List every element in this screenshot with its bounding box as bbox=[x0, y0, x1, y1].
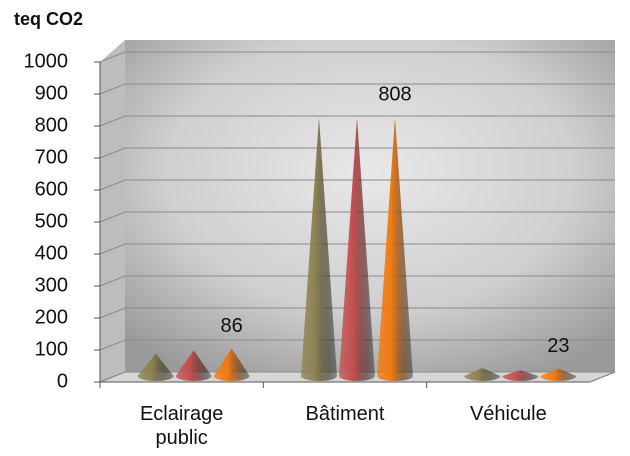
grid-line bbox=[99, 275, 615, 287]
grid-line bbox=[99, 339, 615, 351]
back-wall bbox=[125, 40, 615, 372]
x-tick-label: Véhicule bbox=[469, 403, 547, 425]
y-tick-label: 900 bbox=[35, 82, 68, 104]
cone bbox=[540, 368, 577, 381]
cone bbox=[213, 348, 250, 382]
y-tick-label: 700 bbox=[35, 146, 68, 168]
cone bbox=[502, 370, 539, 381]
data-label: 808 bbox=[378, 84, 411, 106]
x-tick-label: Bâtiment bbox=[305, 403, 385, 425]
cone bbox=[377, 117, 413, 381]
y-tick-label: 600 bbox=[35, 178, 68, 200]
x-tick-label: Eclairage public bbox=[139, 403, 224, 449]
cone bbox=[301, 117, 337, 381]
y-tick-label: 100 bbox=[35, 338, 68, 360]
grid-line bbox=[99, 51, 615, 63]
y-tick-label: 200 bbox=[35, 306, 68, 328]
grid-line bbox=[99, 83, 615, 95]
grid-line bbox=[99, 147, 615, 159]
data-label: 23 bbox=[547, 335, 569, 357]
grid-line bbox=[99, 243, 615, 255]
side-wall bbox=[100, 40, 125, 382]
cone bbox=[339, 117, 375, 381]
cone bbox=[137, 353, 174, 382]
cone bbox=[175, 350, 212, 382]
y-tick-label: 400 bbox=[35, 242, 68, 264]
grid-line bbox=[99, 307, 615, 319]
y-axis-title: teq CO2 bbox=[14, 9, 83, 29]
y-tick-label: 300 bbox=[35, 274, 68, 296]
data-label: 86 bbox=[221, 315, 243, 337]
grid-line bbox=[99, 115, 615, 127]
y-tick-label: 1000 bbox=[24, 50, 69, 72]
y-tick-label: 800 bbox=[35, 114, 68, 136]
y-tick-label: 500 bbox=[35, 210, 68, 232]
y-tick-label: 0 bbox=[57, 370, 68, 392]
grid-line bbox=[99, 371, 615, 383]
grid-line bbox=[99, 179, 615, 191]
grid-line bbox=[99, 211, 615, 223]
cone bbox=[464, 368, 501, 382]
